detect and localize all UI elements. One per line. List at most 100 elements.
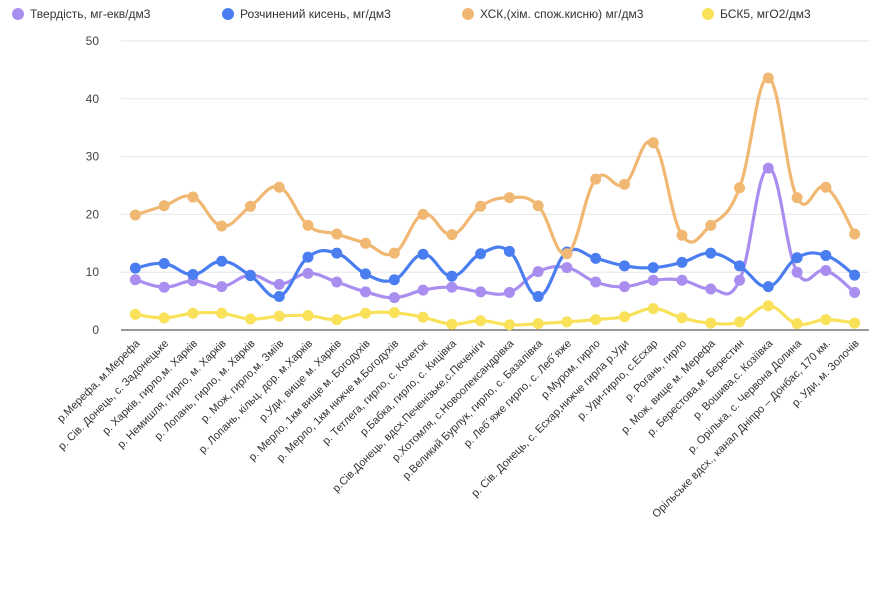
data-point[interactable]: [216, 307, 228, 319]
data-point[interactable]: [158, 281, 170, 293]
data-point[interactable]: [503, 286, 515, 298]
data-point[interactable]: [417, 311, 429, 323]
data-point[interactable]: [302, 251, 314, 263]
data-point[interactable]: [734, 182, 746, 194]
data-point[interactable]: [475, 315, 487, 327]
data-point[interactable]: [849, 228, 861, 240]
data-point[interactable]: [647, 274, 659, 286]
data-point[interactable]: [791, 252, 803, 264]
data-point[interactable]: [129, 209, 141, 221]
data-point[interactable]: [647, 303, 659, 315]
data-point[interactable]: [618, 178, 630, 190]
data-point[interactable]: [360, 237, 372, 249]
data-point[interactable]: [302, 310, 314, 322]
data-point[interactable]: [532, 318, 544, 330]
data-point[interactable]: [820, 249, 832, 261]
data-point[interactable]: [417, 208, 429, 220]
data-point[interactable]: [475, 248, 487, 260]
data-point[interactable]: [532, 290, 544, 302]
data-point[interactable]: [618, 311, 630, 323]
data-point[interactable]: [187, 269, 199, 281]
data-point[interactable]: [590, 314, 602, 326]
data-point[interactable]: [331, 228, 343, 240]
legend-item[interactable]: БСК5, мгО2/дм3: [702, 7, 811, 21]
data-point[interactable]: [734, 316, 746, 328]
legend-item[interactable]: ХСК,(хім. спож.кисню) мг/дм3: [462, 7, 644, 21]
data-point[interactable]: [129, 308, 141, 320]
data-point[interactable]: [590, 276, 602, 288]
data-point[interactable]: [273, 290, 285, 302]
data-point[interactable]: [388, 307, 400, 319]
data-point[interactable]: [158, 258, 170, 270]
data-point[interactable]: [187, 307, 199, 319]
data-point[interactable]: [618, 281, 630, 293]
data-point[interactable]: [676, 229, 688, 241]
data-point[interactable]: [705, 283, 717, 295]
data-point[interactable]: [676, 256, 688, 268]
data-point[interactable]: [331, 314, 343, 326]
data-point[interactable]: [849, 269, 861, 281]
data-point[interactable]: [532, 200, 544, 212]
data-point[interactable]: [791, 318, 803, 330]
data-point[interactable]: [302, 267, 314, 279]
data-point[interactable]: [676, 274, 688, 286]
data-point[interactable]: [705, 219, 717, 231]
data-point[interactable]: [360, 307, 372, 319]
data-point[interactable]: [158, 312, 170, 324]
data-point[interactable]: [849, 317, 861, 329]
data-point[interactable]: [503, 192, 515, 204]
data-point[interactable]: [849, 286, 861, 298]
data-point[interactable]: [734, 260, 746, 272]
data-point[interactable]: [676, 312, 688, 324]
data-point[interactable]: [446, 318, 458, 330]
data-point[interactable]: [762, 281, 774, 293]
data-point[interactable]: [216, 255, 228, 267]
data-point[interactable]: [244, 270, 256, 282]
data-point[interactable]: [388, 292, 400, 304]
data-point[interactable]: [475, 286, 487, 298]
data-point[interactable]: [503, 319, 515, 331]
data-point[interactable]: [791, 266, 803, 278]
legend-item[interactable]: Твердість, мг-екв/дм3: [12, 7, 151, 21]
data-point[interactable]: [762, 162, 774, 174]
data-point[interactable]: [216, 220, 228, 232]
data-point[interactable]: [647, 262, 659, 274]
data-point[interactable]: [216, 281, 228, 293]
data-point[interactable]: [388, 247, 400, 259]
data-point[interactable]: [273, 310, 285, 322]
data-point[interactable]: [244, 313, 256, 325]
data-point[interactable]: [590, 173, 602, 185]
data-point[interactable]: [360, 286, 372, 298]
data-point[interactable]: [561, 262, 573, 274]
data-point[interactable]: [820, 264, 832, 276]
data-point[interactable]: [417, 284, 429, 296]
data-point[interactable]: [446, 281, 458, 293]
data-point[interactable]: [129, 262, 141, 274]
data-point[interactable]: [360, 268, 372, 280]
data-point[interactable]: [590, 252, 602, 264]
data-point[interactable]: [561, 316, 573, 328]
data-point[interactable]: [762, 300, 774, 312]
data-point[interactable]: [820, 314, 832, 326]
data-point[interactable]: [561, 248, 573, 260]
data-point[interactable]: [618, 260, 630, 272]
data-point[interactable]: [705, 317, 717, 329]
data-point[interactable]: [187, 191, 199, 203]
data-point[interactable]: [273, 278, 285, 290]
data-point[interactable]: [791, 192, 803, 204]
data-point[interactable]: [129, 274, 141, 286]
data-point[interactable]: [820, 181, 832, 193]
data-point[interactable]: [388, 274, 400, 286]
data-point[interactable]: [446, 270, 458, 282]
data-point[interactable]: [302, 219, 314, 231]
data-point[interactable]: [475, 200, 487, 212]
data-point[interactable]: [503, 245, 515, 257]
data-point[interactable]: [647, 137, 659, 149]
data-point[interactable]: [273, 181, 285, 193]
data-point[interactable]: [762, 72, 774, 84]
data-point[interactable]: [158, 200, 170, 212]
legend-item[interactable]: Розчинений кисень, мг/дм3: [222, 7, 391, 21]
data-point[interactable]: [705, 247, 717, 259]
data-point[interactable]: [532, 266, 544, 278]
data-point[interactable]: [734, 274, 746, 286]
